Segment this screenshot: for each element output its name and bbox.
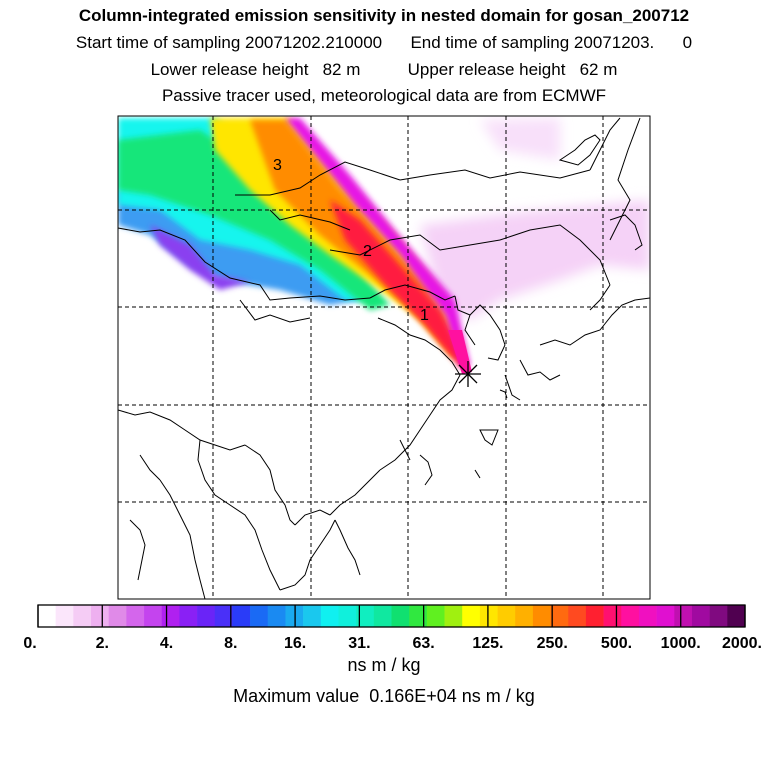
maximum-value-text: Maximum value 0.166E+04 ns m / kg (233, 686, 535, 706)
colorbar-tick-label: 250. (537, 635, 568, 652)
colorbar-cell (161, 605, 180, 627)
colorbar-tick-label: 31. (348, 635, 370, 652)
colorbar-cell (320, 605, 339, 627)
plume-green-core (118, 130, 390, 310)
colorbar-cell (479, 605, 498, 627)
colorbar-cell (338, 605, 357, 627)
colorbar-cell (691, 605, 710, 627)
colorbar-cell (232, 605, 251, 627)
colorbar-cell (179, 605, 198, 627)
colorbar-tick-label: 0. (23, 635, 36, 652)
sampling-time-line: Start time of sampling 20071202.210000 E… (75, 33, 693, 52)
colorbar-cell (285, 605, 304, 627)
contour-label-1: 1 (420, 307, 429, 324)
colorbar-cell (674, 605, 693, 627)
plume-layer (118, 118, 650, 374)
plume-purple-edge (150, 225, 250, 290)
colorbar-cell (250, 605, 269, 627)
graticule (118, 116, 650, 599)
colorbar-cell (373, 605, 392, 627)
colorbar-cell (91, 605, 110, 627)
colorbar-tick-label: 125. (472, 635, 503, 652)
colorbar-frame (37, 604, 746, 628)
colorbar-cell (585, 605, 604, 627)
colorbar-cell (568, 605, 587, 627)
plume-red-core (330, 200, 468, 368)
coastlines-and-borders (118, 117, 650, 599)
emission-sensitivity-map: 3 2 1 (117, 115, 651, 600)
colorbar-tick-label: 2. (96, 635, 109, 652)
colorbar-cell (108, 605, 127, 627)
receptor-star-marker (455, 361, 481, 387)
colorbar-cell (444, 605, 463, 627)
colorbar-cell (426, 605, 445, 627)
colorbar-cell (515, 605, 534, 627)
colorbar-cell (621, 605, 640, 627)
colorbar-cell (144, 605, 163, 627)
colorbar-cell (126, 605, 145, 627)
colorbar-tick-label: 16. (284, 635, 306, 652)
colorbar-cell (497, 605, 516, 627)
colorbar-cell (550, 605, 569, 627)
colorbar-cell (603, 605, 622, 627)
contour-label-2: 2 (363, 243, 372, 260)
release-height-line: Lower release height 82 m Upper release … (150, 60, 618, 79)
plume-light-haze (420, 200, 650, 320)
colorbar-tick-label: 500. (601, 635, 632, 652)
colorbar-cell (73, 605, 92, 627)
colorbar-cell (727, 605, 746, 627)
colorbar-tick-label: 1000. (661, 635, 701, 652)
plume-magenta-tip (448, 330, 472, 374)
colorbar-cell (55, 605, 74, 627)
contour-label-3: 3 (273, 157, 282, 174)
tracer-info-line: Passive tracer used, meteorological data… (161, 86, 607, 105)
plot-title: Column-integrated emission sensitivity i… (78, 6, 690, 25)
map-frame (117, 115, 651, 600)
colorbar-tick-label: 2000. (722, 635, 762, 652)
colorbar-cell (391, 605, 410, 627)
colorbar-units: ns m / kg (347, 655, 421, 675)
colorbar-cell (214, 605, 233, 627)
colorbar-cell (638, 605, 657, 627)
colorbar-tick-label: 8. (224, 635, 237, 652)
colorbar-cell (38, 605, 56, 627)
plume-haze-north (480, 118, 560, 160)
colorbar-cell (532, 605, 551, 627)
colorbar-cell (462, 605, 481, 627)
colorbar-cell (267, 605, 286, 627)
colorbar-cell (709, 605, 728, 627)
colorbar-tick-label: 63. (412, 635, 434, 652)
colorbar-cell (409, 605, 428, 627)
colorbar: 0. 2. 4. 8. 16. 31. 63. 125. 250. 500. 1000. 2000. (23, 604, 762, 652)
colorbar-tick-labels: 0. 2. 4. 8. 16. 31. 63. 125. 250. 500. 1000. 2000. (23, 635, 762, 652)
colorbar-cells (37, 604, 746, 628)
colorbar-cell (303, 605, 322, 627)
colorbar-cell (656, 605, 675, 627)
colorbar-cell (356, 605, 375, 627)
colorbar-cell (197, 605, 216, 627)
colorbar-tick-label: 4. (160, 635, 173, 652)
